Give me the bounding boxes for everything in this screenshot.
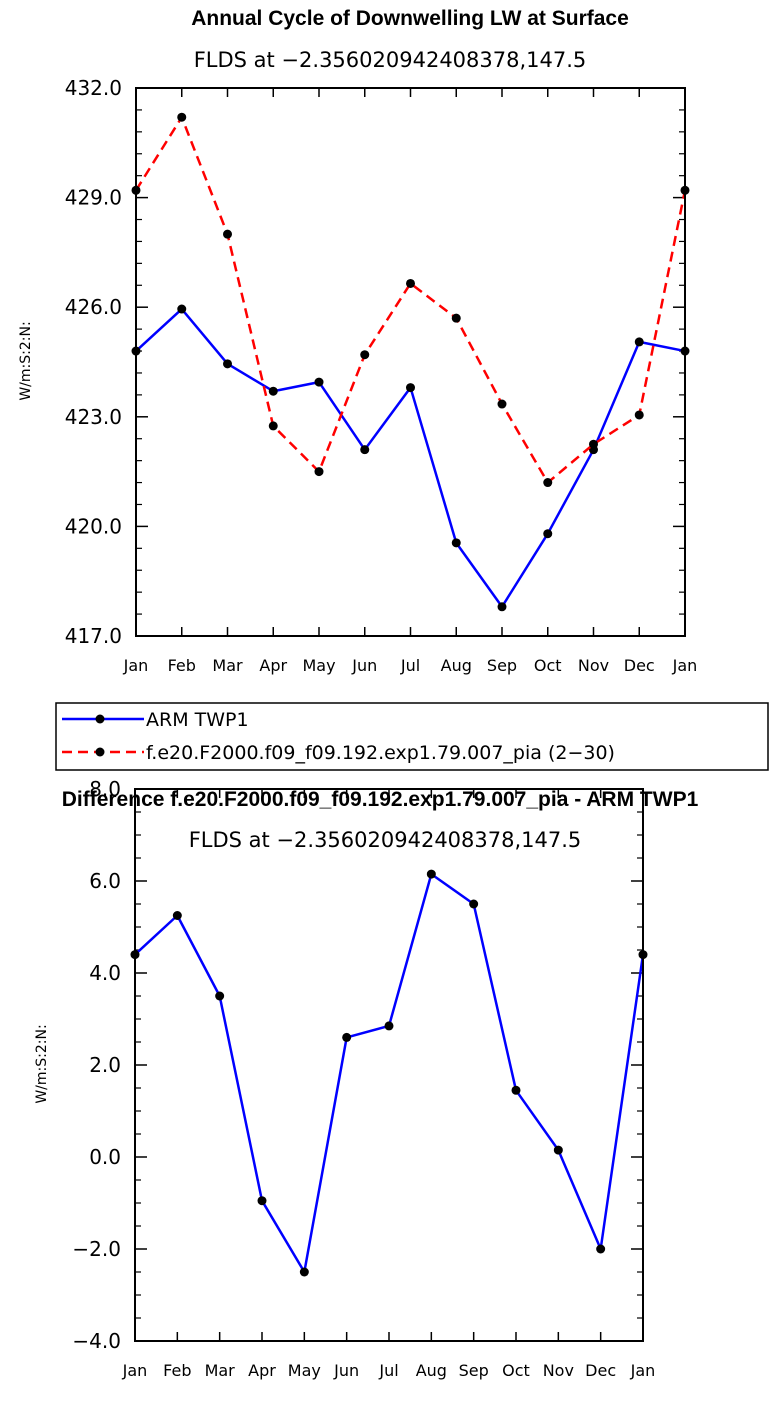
chart1-title: Annual Cycle of Downwelling LW at Surfac… (191, 7, 629, 30)
x-tick-label: Jun (351, 656, 377, 675)
legend-label-model: f.e20.F2000.f09_f09.192.exp1.79.007_pia … (146, 742, 615, 764)
chart2-plot-frame (134, 788, 644, 1342)
x-tick-label: Oct (534, 656, 562, 675)
data-point (469, 899, 479, 909)
data-point (268, 421, 278, 431)
data-point (543, 478, 553, 488)
data-point (314, 467, 324, 477)
x-tick-label: Nov (543, 1361, 574, 1380)
data-point (426, 869, 436, 879)
data-point (360, 350, 370, 360)
chart1-y-axis-label: W/m:S:2:N: (18, 321, 34, 400)
x-tick-label: Sep (459, 1361, 489, 1380)
chart1-legend: ARM TWP1 f.e20.F2000.f09_f09.192.exp1.79… (55, 702, 769, 771)
data-point (342, 1032, 352, 1042)
legend-marker-model (95, 747, 105, 757)
difference-chart: Difference f.e20.F2000.f09_f09.192.exp1.… (34, 777, 699, 1380)
data-point (511, 1085, 521, 1095)
data-point (177, 112, 187, 122)
x-tick-label: Dec (585, 1361, 616, 1380)
chart2-subtitle: FLDS at −2.356020942408378,147.5 (189, 828, 582, 852)
y-tick-label: 0.0 (89, 1145, 121, 1169)
data-point (268, 386, 278, 396)
x-tick-label: Mar (212, 656, 243, 675)
x-tick-label: Mar (205, 1361, 236, 1380)
y-tick-label: −2.0 (72, 1237, 121, 1261)
chart2-series (130, 869, 648, 1277)
x-tick-label: May (302, 656, 335, 675)
data-point (406, 278, 415, 288)
chart2-y-axis-label: W/m:S:2:N: (34, 1024, 50, 1103)
x-tick-label: Jan (630, 1361, 656, 1380)
data-point (589, 439, 598, 449)
data-point (553, 1145, 563, 1155)
chart2-ticks (134, 788, 644, 1342)
x-tick-label: Apr (259, 656, 287, 675)
x-tick-label: May (288, 1361, 321, 1380)
x-tick-label: Jul (400, 656, 420, 675)
data-point (215, 991, 225, 1001)
data-point (497, 399, 507, 409)
y-tick-label: 429.0 (65, 186, 122, 210)
y-tick-label: 432.0 (65, 76, 122, 100)
chart2-title: Difference f.e20.F2000.f09_f09.192.exp1.… (62, 788, 699, 811)
x-tick-label: Feb (168, 656, 196, 675)
y-tick-label: 423.0 (65, 405, 122, 429)
y-tick-label: 4.0 (89, 961, 121, 985)
x-tick-label: Aug (416, 1361, 447, 1380)
x-tick-label: Sep (487, 656, 517, 675)
chart1-series (131, 112, 690, 612)
x-tick-label: Aug (441, 656, 472, 675)
y-tick-label: 417.0 (65, 624, 122, 648)
chart1-tick-labels: Jan Feb Mar Apr May Jun Jul Aug Sep Oct Nov Dec Jan4… (65, 76, 698, 675)
x-tick-label: Jan (123, 656, 149, 675)
data-point (634, 337, 644, 347)
data-point (257, 1196, 267, 1206)
x-tick-label: Jan (672, 656, 698, 675)
legend-label-arm: ARM TWP1 (146, 709, 249, 731)
data-point (223, 229, 232, 239)
data-point (451, 313, 461, 323)
y-tick-label: 420.0 (65, 514, 122, 538)
x-tick-label: Dec (624, 656, 655, 675)
data-point (634, 410, 644, 420)
annual-cycle-chart: Annual Cycle of Downwelling LW at Surfac… (18, 7, 697, 675)
chart2-tick-labels: Jan Feb Mar Apr May Jun Jul Aug Sep Oct Nov Dec Jan−… (72, 777, 655, 1380)
x-tick-label: Oct (502, 1361, 530, 1380)
y-tick-label: −4.0 (72, 1329, 121, 1353)
y-tick-label: 8.0 (89, 777, 121, 801)
legend-marker-arm (95, 714, 105, 724)
x-tick-label: Jan (122, 1361, 148, 1380)
chart1-plot-frame (135, 87, 686, 637)
data-point (543, 529, 553, 539)
x-tick-label: Jun (333, 1361, 359, 1380)
data-point (451, 538, 461, 548)
chart1-ticks (135, 87, 686, 637)
x-tick-label: Nov (578, 656, 609, 675)
data-point (360, 445, 370, 455)
data-point (314, 377, 324, 387)
legend-box (55, 702, 769, 771)
data-point (406, 383, 415, 393)
data-point (177, 304, 187, 314)
series-line-0 (134, 872, 645, 1274)
y-tick-label: 6.0 (89, 869, 121, 893)
x-tick-label: Feb (163, 1361, 191, 1380)
x-tick-label: Apr (248, 1361, 276, 1380)
chart1-subtitle: FLDS at −2.356020942408378,147.5 (194, 48, 587, 72)
y-tick-label: 2.0 (89, 1053, 121, 1077)
data-point (497, 602, 507, 612)
data-point (299, 1267, 309, 1277)
y-tick-label: 426.0 (65, 295, 122, 319)
x-tick-label: Jul (378, 1361, 398, 1380)
series-line-0 (135, 307, 686, 609)
data-point (223, 359, 232, 369)
data-point (384, 1021, 394, 1031)
data-point (596, 1244, 606, 1254)
data-point (172, 911, 182, 920)
